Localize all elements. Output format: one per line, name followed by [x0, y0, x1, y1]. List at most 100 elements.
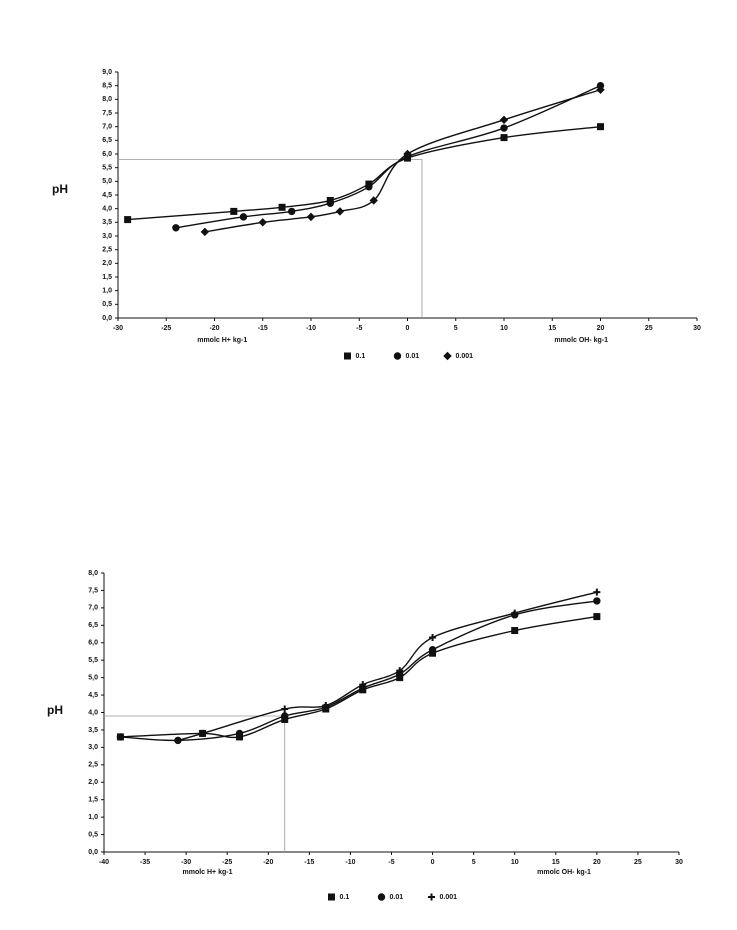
- y-tick-label: 6,0: [88, 640, 98, 647]
- marker: [396, 667, 404, 675]
- marker: [326, 199, 334, 207]
- y-tick-label: 2,5: [88, 762, 98, 769]
- marker: [499, 115, 509, 125]
- fit-curve: [175, 85, 601, 229]
- x-tick-label: -30: [113, 325, 123, 332]
- reference-line: [118, 159, 423, 318]
- marker: [369, 196, 378, 205]
- marker: [258, 218, 267, 227]
- y-tick-label: 6,5: [88, 622, 98, 629]
- x-tick-label: -10: [306, 325, 316, 332]
- legend-label: 0.1: [356, 353, 366, 360]
- fit-curve: [120, 600, 597, 742]
- x-tick-label: -25: [161, 325, 171, 332]
- y-tick-label: 2,5: [102, 247, 112, 254]
- x-tick-label: -15: [258, 325, 268, 332]
- y-tick-label: 7,0: [102, 124, 112, 131]
- legend-marker: [393, 352, 402, 360]
- y-tick-label: 4,5: [88, 692, 98, 699]
- marker: [593, 613, 601, 621]
- legend-label: 0.1: [340, 894, 350, 901]
- marker: [235, 729, 244, 738]
- fit-curve: [177, 591, 598, 742]
- legend-marker: [428, 893, 435, 901]
- marker: [403, 149, 412, 159]
- y-tick-label: 2,0: [88, 779, 98, 786]
- fit-curve: [120, 615, 597, 739]
- y-tick-label: 3,5: [102, 219, 112, 226]
- marker: [116, 733, 125, 741]
- y-tick-label: 6,0: [102, 151, 112, 158]
- x-tick-label: 5: [454, 325, 458, 332]
- marker: [500, 134, 508, 142]
- legend-label: 0.001: [440, 894, 458, 901]
- x-tick-label: 15: [552, 859, 560, 866]
- y-tick-label: 5,0: [102, 178, 112, 185]
- x-tick-label: 20: [593, 859, 601, 866]
- legend-marker: [344, 352, 351, 360]
- x-tick-label: 25: [634, 859, 642, 866]
- marker: [429, 634, 437, 642]
- x-axis-label: mmolc H+ kg-1: [183, 869, 233, 876]
- marker: [365, 183, 373, 191]
- marker: [199, 729, 207, 737]
- marker: [239, 213, 248, 221]
- marker: [288, 207, 296, 216]
- marker: [593, 588, 601, 596]
- y-tick-label: 1,0: [88, 814, 98, 821]
- y-tick-label: 7,5: [88, 587, 98, 594]
- y-tick-label: 5,5: [88, 657, 98, 664]
- x-tick-label: 5: [472, 859, 476, 866]
- y-tick-label: 0,5: [102, 301, 112, 308]
- x-tick-label: -30: [181, 859, 191, 866]
- x-tick-label: -35: [140, 859, 150, 866]
- x-tick-label: 15: [548, 325, 556, 332]
- y-tick-label: 4,0: [88, 709, 98, 716]
- marker: [596, 85, 605, 94]
- marker: [172, 224, 180, 232]
- marker: [281, 705, 289, 713]
- y-tick-label: 3,0: [88, 744, 98, 751]
- x-axis-label: mmolc OH- kg-1: [537, 869, 591, 876]
- y-tick-label: 3,5: [88, 727, 98, 734]
- y-tick-label: 9,0: [102, 69, 112, 76]
- y-tick-label: 5,5: [102, 165, 112, 172]
- x-tick-label: 30: [693, 325, 701, 332]
- y-axis-label: pH: [47, 703, 63, 717]
- legend-label: 0.001: [456, 353, 474, 360]
- y-tick-label: 1,5: [102, 274, 112, 281]
- y-tick-label: 0,5: [88, 831, 98, 838]
- marker: [511, 609, 519, 617]
- y-tick-label: 8,0: [88, 570, 98, 577]
- legend-label: 0.01: [406, 353, 420, 360]
- marker: [230, 207, 238, 215]
- marker: [281, 712, 289, 720]
- y-tick-label: 2,0: [102, 260, 112, 267]
- y-tick-label: 0,0: [88, 849, 98, 856]
- x-tick-label: -15: [304, 859, 314, 866]
- x-tick-label: 0: [431, 859, 435, 866]
- legend-marker: [377, 893, 386, 901]
- x-tick-label: -25: [222, 859, 232, 866]
- marker: [593, 597, 601, 605]
- x-tick-label: 20: [597, 325, 605, 332]
- marker: [306, 212, 316, 222]
- x-tick-label: -20: [209, 325, 219, 332]
- marker: [359, 681, 367, 689]
- marker: [200, 227, 210, 237]
- marker: [500, 124, 508, 132]
- x-tick-label: 0: [406, 325, 410, 332]
- y-tick-label: 4,5: [102, 192, 112, 199]
- y-tick-label: 8,0: [102, 96, 112, 103]
- x-tick-label: -10: [345, 859, 355, 866]
- y-axis-label: pH: [52, 182, 68, 196]
- legend-marker: [328, 893, 335, 901]
- x-tick-label: 25: [645, 325, 653, 332]
- x-tick-label: -40: [99, 859, 109, 866]
- x-axis-label: mmolc OH- kg-1: [554, 337, 608, 344]
- x-tick-label: -5: [388, 859, 394, 866]
- marker: [174, 736, 182, 744]
- y-tick-label: 0,0: [102, 315, 112, 322]
